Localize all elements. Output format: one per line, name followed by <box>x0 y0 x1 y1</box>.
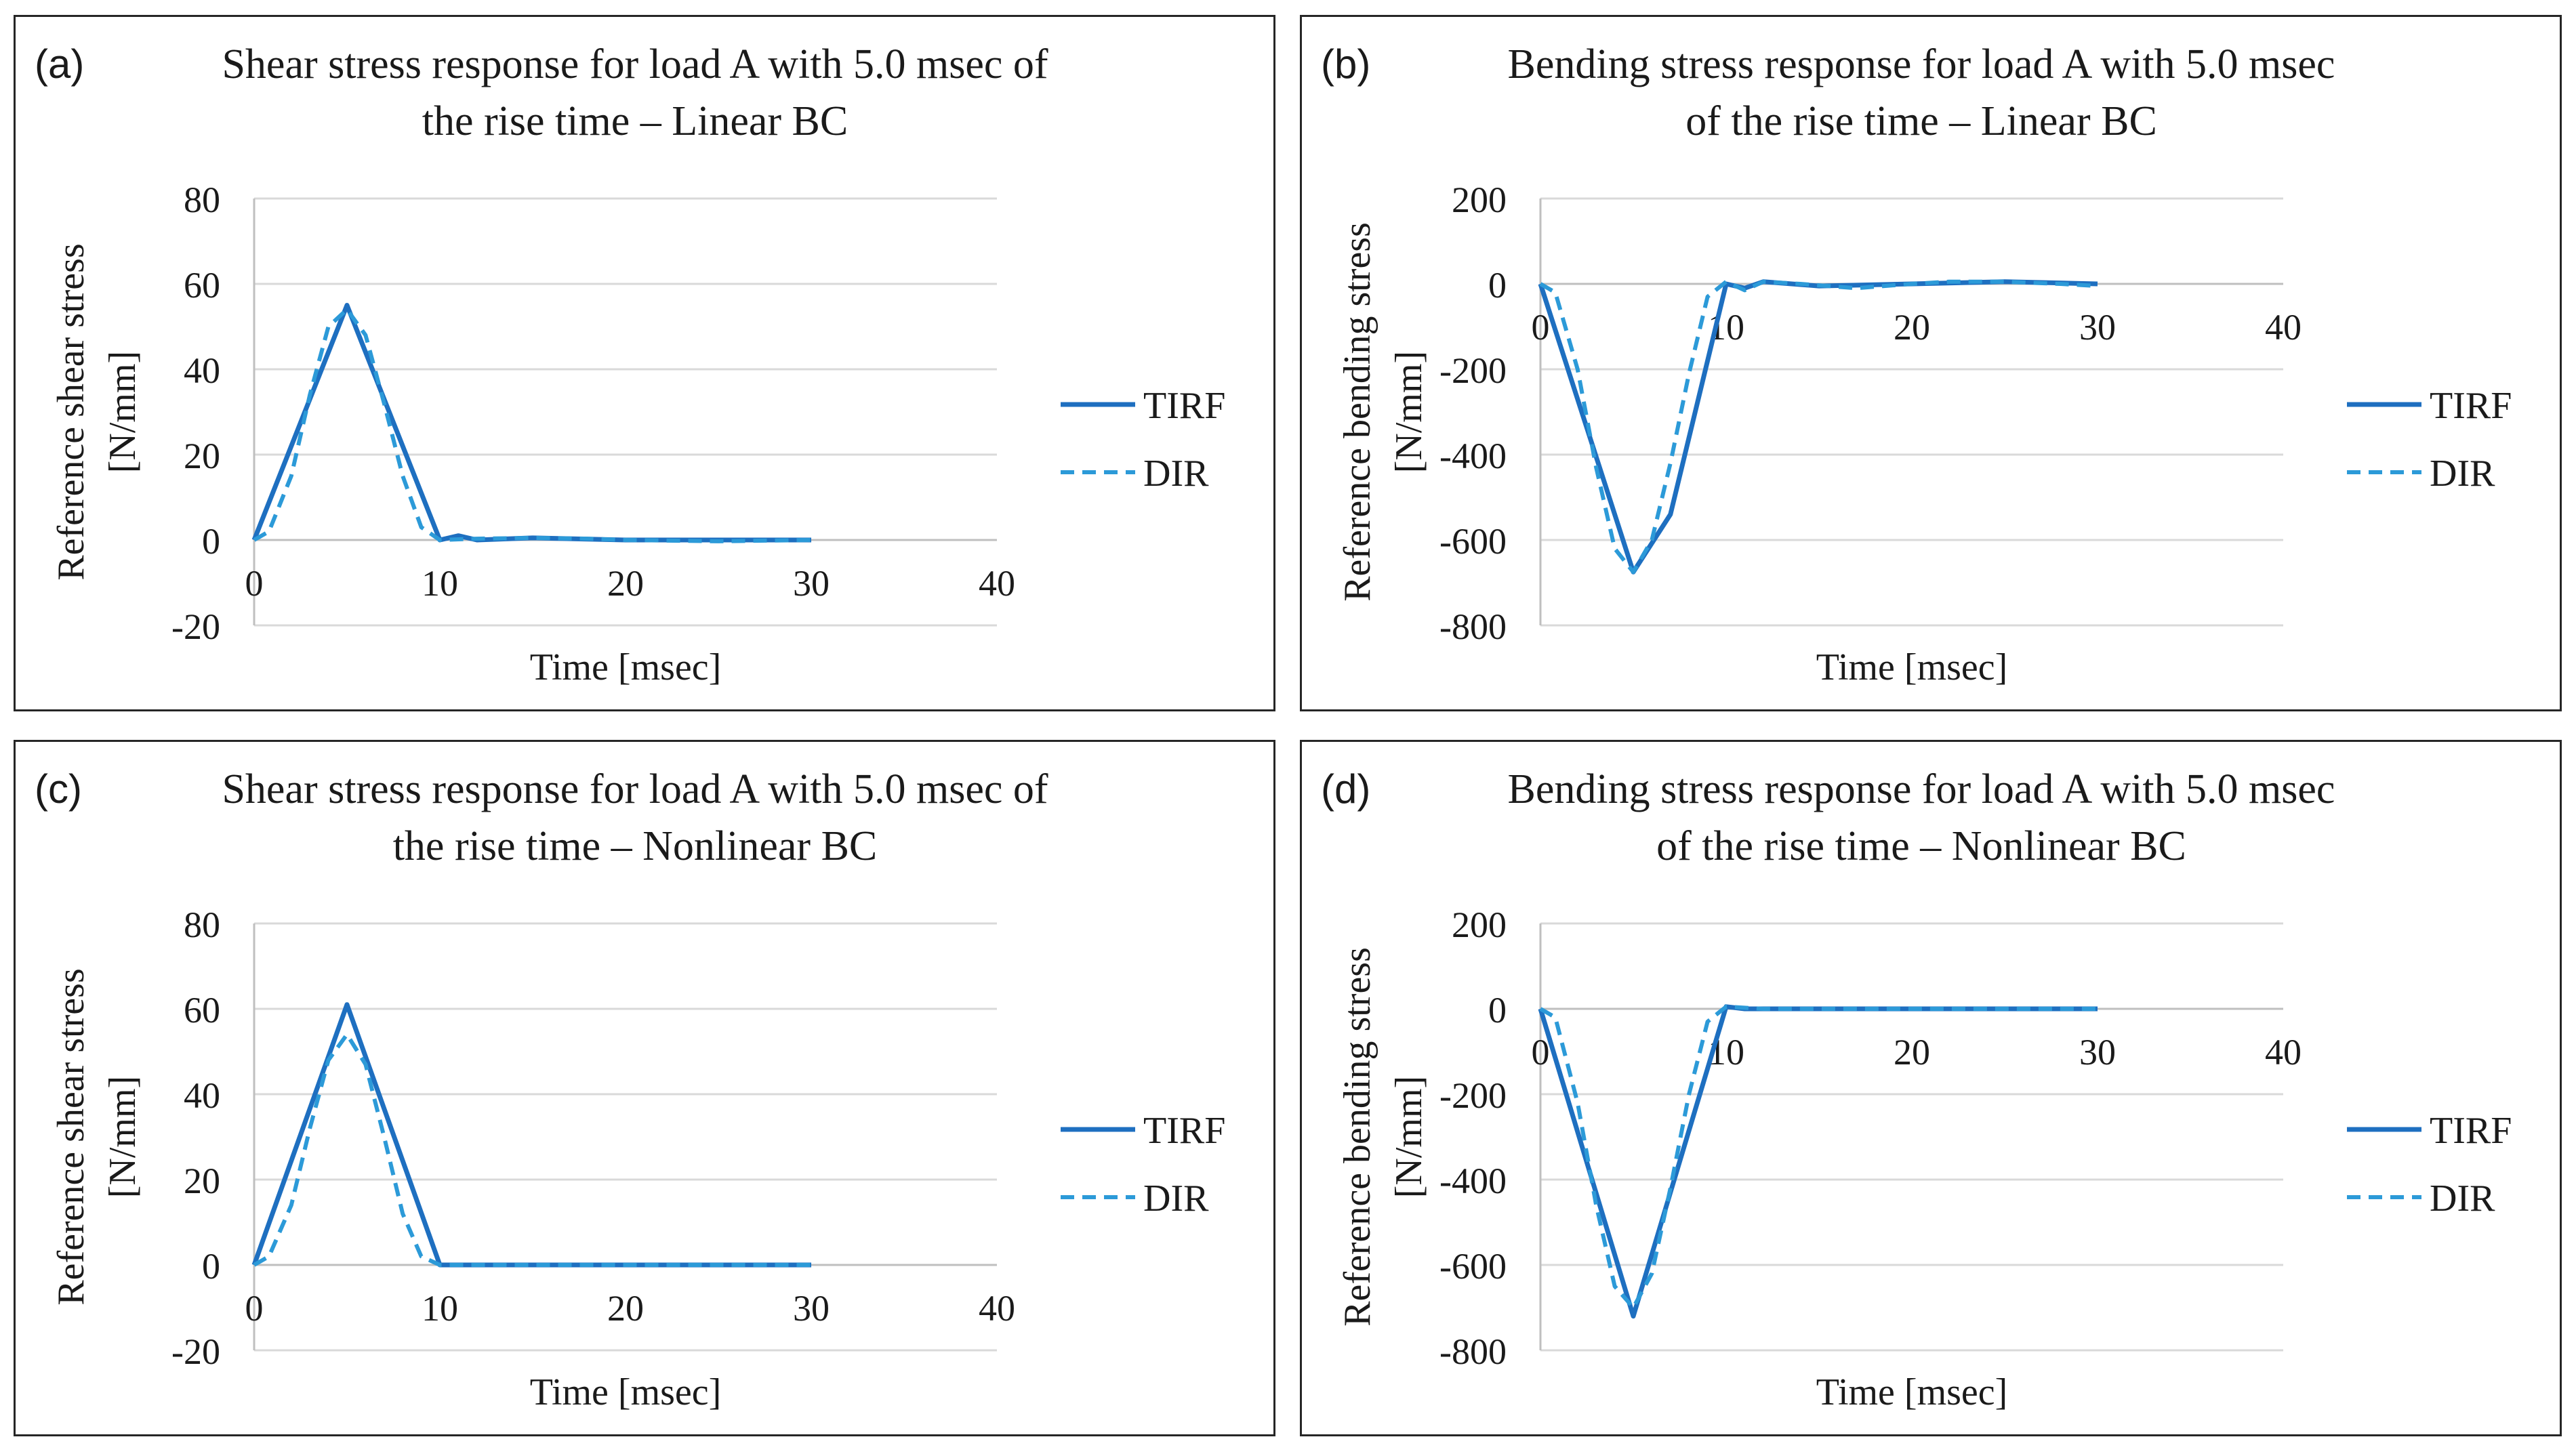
chart-svg: (a) Shear stress response for load A with… <box>35 41 1225 688</box>
y-tick-label: 0 <box>202 521 220 562</box>
y-tick-label: 0 <box>1488 990 1507 1031</box>
legend-label-tirf: TIRF <box>2430 1110 2512 1152</box>
chart-panel-d: (d) Bending stress response for load A wi… <box>1300 740 2562 1436</box>
y-axis-title-line: Reference bending stress <box>1336 222 1378 602</box>
y-tick-label: 60 <box>184 990 220 1031</box>
y-tick-label: -400 <box>1439 1161 1507 1201</box>
chart-svg: (d) Bending stress response for load A wi… <box>1321 766 2512 1413</box>
y-axis-title-line: [N/mm] <box>102 1076 144 1198</box>
y-tick-label: 200 <box>1452 180 1507 220</box>
chart-title-line: the rise time – Nonlinear BC <box>393 823 878 869</box>
series-line-dir <box>1539 1004 2098 1310</box>
legend-label-dir: DIR <box>2430 453 2495 495</box>
chart-title-line: of the rise time – Nonlinear BC <box>1656 823 2186 869</box>
x-tick-label: 30 <box>2079 1032 2116 1073</box>
y-axis-title-line: [N/mm] <box>1388 351 1430 473</box>
y-tick-label: 80 <box>184 180 220 220</box>
series-line-dir <box>253 307 812 543</box>
y-tick-label: 80 <box>184 904 220 945</box>
y-tick-label: 0 <box>202 1246 220 1287</box>
x-tick-label: 30 <box>2079 307 2116 348</box>
x-tick-label: 20 <box>1894 1032 1930 1073</box>
y-tick-label: -800 <box>1439 1331 1507 1372</box>
panel-label: (d) <box>1321 766 1370 812</box>
y-tick-label: 0 <box>1488 265 1507 306</box>
chart-title-line: Shear stress response for load A with 5.… <box>222 766 1048 812</box>
x-tick-label: 20 <box>607 1288 644 1329</box>
legend-label-tirf: TIRF <box>2430 385 2512 427</box>
panel-label: (c) <box>35 766 82 812</box>
chart-title-line: Bending stress response for load A with … <box>1508 766 2335 812</box>
x-tick-label: 20 <box>607 563 644 604</box>
series-line-tirf <box>251 1002 811 1268</box>
series-line-tirf <box>1538 279 2098 575</box>
chart-title-line: the rise time – Linear BC <box>422 98 848 144</box>
x-axis-title: Time [msec] <box>1816 646 2008 688</box>
chart-panel-b: (b) Bending stress response for load A wi… <box>1300 15 2562 711</box>
x-tick-label: 40 <box>2265 307 2302 348</box>
y-tick-label: -200 <box>1439 350 1507 391</box>
chart-title-line: of the rise time – Linear BC <box>1685 98 2157 144</box>
y-axis-title-line: Reference shear stress <box>50 243 92 581</box>
legend-label-dir: DIR <box>2430 1178 2495 1220</box>
x-axis-title: Time [msec] <box>1816 1371 2008 1413</box>
x-tick-label: 0 <box>1532 307 1550 348</box>
legend-label-tirf: TIRF <box>1143 1110 1225 1152</box>
chart-title-line: Bending stress response for load A with … <box>1508 41 2335 87</box>
panel-label: (b) <box>1321 41 1370 87</box>
chart-panel-c: (c) Shear stress response for load A with… <box>14 740 1275 1436</box>
y-tick-label: 40 <box>184 1075 220 1116</box>
legend-label-dir: DIR <box>1143 1178 1209 1220</box>
x-tick-label: 20 <box>1894 307 1930 348</box>
chart-svg: (b) Bending stress response for load A wi… <box>1321 41 2512 688</box>
x-tick-label: 40 <box>2265 1032 2302 1073</box>
x-tick-label: 0 <box>245 563 264 604</box>
legend-label-dir: DIR <box>1143 453 1209 495</box>
y-axis-title-line: [N/mm] <box>102 351 144 473</box>
x-tick-label: 40 <box>979 1288 1015 1329</box>
x-tick-label: 40 <box>979 563 1015 604</box>
y-tick-label: 20 <box>184 1161 220 1201</box>
y-tick-label: -600 <box>1439 521 1507 562</box>
chart-title-line: Shear stress response for load A with 5.… <box>222 41 1048 87</box>
y-axis-title-line: [N/mm] <box>1388 1076 1430 1198</box>
series-line-dir <box>253 1032 811 1267</box>
y-tick-label: 20 <box>184 436 220 476</box>
chart-svg: (c) Shear stress response for load A with… <box>35 766 1225 1413</box>
series-line-dir <box>1539 279 2098 575</box>
y-tick-label: 60 <box>184 265 220 306</box>
y-tick-label: 40 <box>184 350 220 391</box>
x-axis-title: Time [msec] <box>530 1371 722 1413</box>
y-tick-label: -200 <box>1439 1075 1507 1116</box>
y-tick-label: -600 <box>1439 1246 1507 1287</box>
x-tick-label: 10 <box>422 563 458 604</box>
legend-label-tirf: TIRF <box>1143 385 1225 427</box>
y-axis-title-line: Reference shear stress <box>50 968 92 1306</box>
panel-label: (a) <box>35 41 84 87</box>
x-tick-label: 10 <box>422 1288 458 1329</box>
x-axis-title: Time [msec] <box>530 646 722 688</box>
chart-panel-a: (a) Shear stress response for load A with… <box>14 15 1275 711</box>
series-line-tirf <box>1538 1004 2098 1319</box>
y-tick-label: -800 <box>1439 606 1507 647</box>
y-tick-label: -20 <box>171 606 220 647</box>
x-tick-label: 30 <box>793 563 830 604</box>
y-axis-title-line: Reference bending stress <box>1336 947 1378 1327</box>
x-tick-label: 0 <box>1532 1032 1550 1073</box>
y-tick-label: -400 <box>1439 436 1507 476</box>
x-tick-label: 0 <box>245 1288 264 1329</box>
x-tick-label: 30 <box>793 1288 830 1329</box>
y-tick-label: 200 <box>1452 904 1507 945</box>
y-tick-label: -20 <box>171 1331 220 1372</box>
series-line-tirf <box>251 303 811 543</box>
